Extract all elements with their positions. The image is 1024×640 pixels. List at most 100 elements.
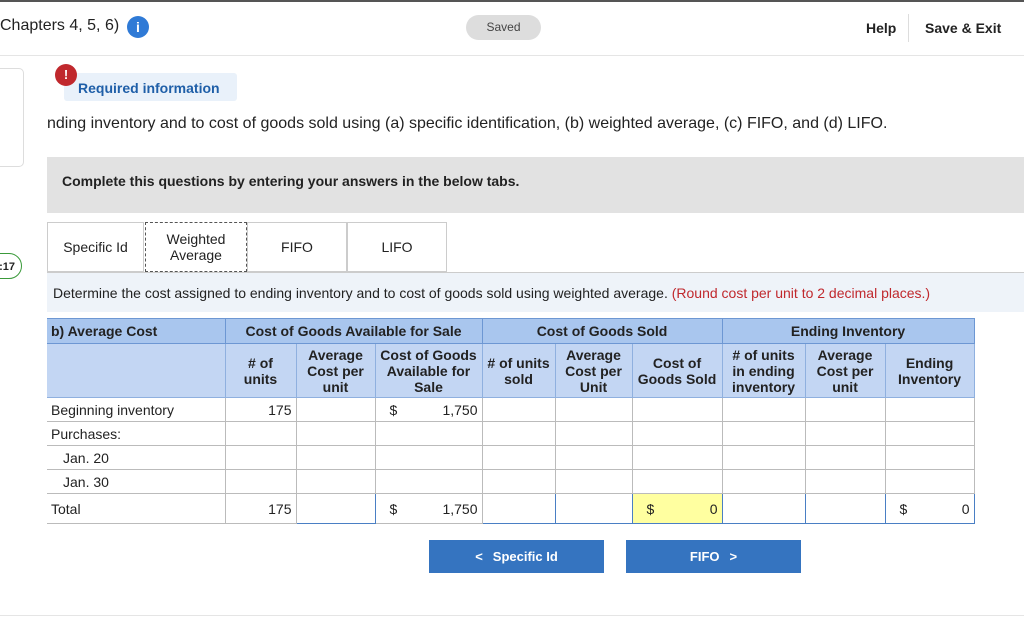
- group-header: Cost of Goods Available for Sale: [224, 318, 483, 344]
- column-header: # of units sold: [481, 343, 556, 398]
- required-text: nding inventory and to cost of goods sol…: [47, 115, 888, 132]
- prompt: Determine the cost assigned to ending in…: [47, 272, 1024, 312]
- row-label: Jan. 20: [47, 445, 226, 470]
- table-row: Jan. 30: [47, 469, 975, 494]
- side-panel: [0, 68, 24, 167]
- tab[interactable]: LIFO: [347, 222, 447, 272]
- divider: [908, 14, 909, 42]
- cell: [804, 469, 886, 494]
- row-label: Purchases:: [47, 421, 226, 446]
- cell: [554, 421, 633, 446]
- cell: [481, 469, 556, 494]
- cell: [374, 469, 483, 494]
- cell: [884, 469, 975, 494]
- cell: [884, 397, 975, 422]
- currency: $: [389, 401, 398, 418]
- answer-table: b) Average Cost Cost of Goods Available f…: [47, 318, 975, 524]
- cell: [224, 421, 297, 446]
- table-row: Purchases:: [47, 421, 975, 446]
- cell: $1,750: [374, 397, 483, 422]
- cell: [554, 397, 633, 422]
- table-row: Jan. 20: [47, 445, 975, 470]
- column-header: Average Cost per unit: [295, 343, 376, 398]
- cell: [295, 469, 376, 494]
- cell: [884, 445, 975, 470]
- amount: 1,750: [442, 401, 478, 418]
- cell: [374, 445, 483, 470]
- cell: [721, 493, 806, 524]
- footer-line: [0, 615, 1024, 616]
- cell: [374, 421, 483, 446]
- table-row: Beginning inventory 175 $1,750: [47, 397, 975, 422]
- currency: $: [389, 500, 398, 517]
- top-border: [0, 0, 1024, 2]
- column-header: Cost of Goods Sold: [631, 343, 723, 398]
- cell: [481, 445, 556, 470]
- cell: [631, 397, 723, 422]
- instruction-box: [47, 157, 1024, 213]
- save-exit[interactable]: Save & Exit: [925, 20, 1002, 36]
- required-chip: [64, 73, 237, 101]
- cell: [295, 445, 376, 470]
- cell: [631, 469, 723, 494]
- tab[interactable]: Weighted Average: [145, 222, 247, 272]
- column-header: Cost of Goods Available for Sale: [374, 343, 483, 398]
- cell: [721, 421, 806, 446]
- instruction: Complete this questions by entering your…: [62, 173, 520, 189]
- cell: 175: [224, 493, 297, 524]
- row-label: Total: [47, 493, 226, 524]
- cell: [631, 445, 723, 470]
- cell: $0: [884, 493, 975, 524]
- header-line: [0, 55, 1024, 56]
- required-label: Required information: [78, 80, 220, 96]
- cell: [481, 493, 556, 524]
- column-header: Ending Inventory: [884, 343, 975, 398]
- next-label: FIFO: [689, 549, 720, 564]
- money: $0: [890, 501, 970, 517]
- table-title: b) Average Cost: [47, 318, 226, 344]
- cell: [721, 397, 806, 422]
- cell: [721, 445, 806, 470]
- amount: 0: [709, 500, 718, 517]
- cell: [295, 397, 376, 422]
- money: $1,750: [380, 501, 478, 517]
- blank: [47, 343, 226, 398]
- header-row: # of units Average Cost per unit Cost of G…: [47, 343, 975, 398]
- prev-button[interactable]: < Specific Id: [429, 540, 604, 573]
- help[interactable]: Help: [866, 20, 897, 36]
- cell: [631, 421, 723, 446]
- group-header: Cost of Goods Sold: [481, 318, 723, 344]
- currency: $: [646, 500, 655, 517]
- money: $1,750: [380, 402, 478, 418]
- tab[interactable]: FIFO: [247, 222, 347, 272]
- cell: [804, 421, 886, 446]
- timer: :17: [0, 253, 22, 279]
- info-icon[interactable]: i: [127, 16, 149, 38]
- column-header: # of units in ending inventory: [721, 343, 806, 398]
- cell: [224, 469, 297, 494]
- cell: [481, 397, 556, 422]
- cell: [554, 445, 633, 470]
- status: Saved: [466, 15, 541, 40]
- cell: [295, 421, 376, 446]
- cell: [481, 421, 556, 446]
- cell: $0: [631, 493, 723, 524]
- title: Chapters 4, 5, 6): [0, 17, 120, 34]
- row-label: Beginning inventory: [47, 397, 226, 422]
- row-label: Jan. 30: [47, 469, 226, 494]
- prompt-text: Determine the cost assigned to ending in…: [53, 285, 668, 301]
- tab[interactable]: Specific Id: [47, 222, 144, 272]
- cell: [804, 493, 886, 524]
- prev-label: Specific Id: [492, 549, 558, 564]
- cell: [804, 397, 886, 422]
- table-row: Total 175 $1,750 $0 $0: [47, 493, 975, 524]
- column-header: Average Cost per unit: [804, 343, 886, 398]
- alert-icon: !: [55, 64, 77, 86]
- amount: 0: [961, 500, 970, 517]
- column-header: Average Cost per Unit: [554, 343, 633, 398]
- prompt-note: (Round cost per unit to 2 decimal places…: [671, 285, 931, 301]
- next-button[interactable]: FIFO >: [626, 540, 801, 573]
- cell: [804, 445, 886, 470]
- cell: $1,750: [374, 493, 483, 524]
